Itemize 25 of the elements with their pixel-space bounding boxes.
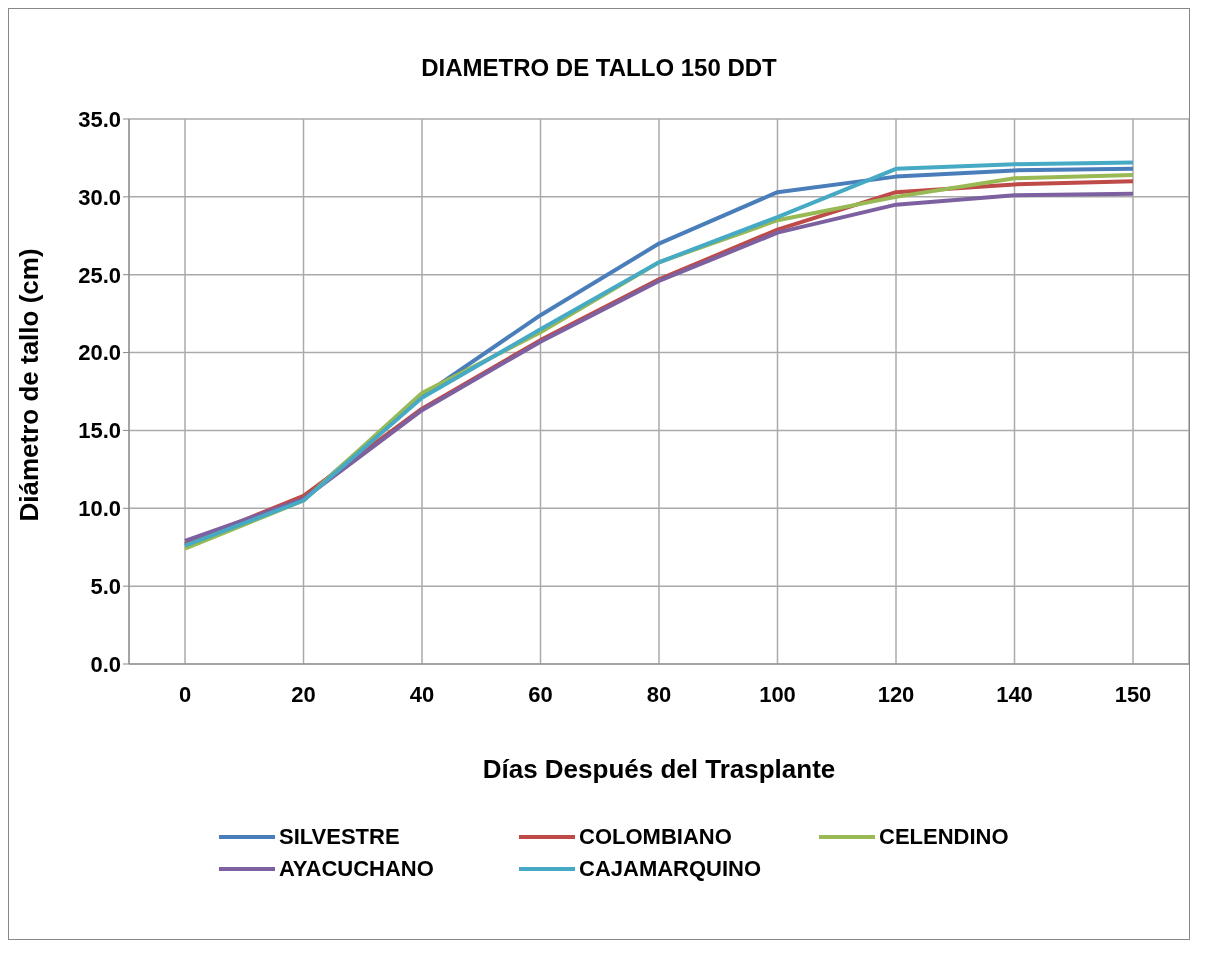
y-tick-label: 0.0 (90, 651, 121, 677)
y-tick-label: 20.0 (78, 340, 121, 366)
legend-label: COLOMBIANO (579, 824, 732, 850)
x-tick-label: 140 (996, 681, 1033, 707)
x-tick-label: 100 (759, 681, 796, 707)
y-tick-label: 25.0 (78, 262, 121, 288)
legend-label: AYACUCHANO (279, 856, 434, 882)
legend-label: CELENDINO (879, 824, 1009, 850)
x-tick-label: 20 (291, 681, 316, 707)
x-axis-title: Días Después del Trasplante (481, 753, 837, 786)
y-tick-label: 15.0 (78, 418, 121, 444)
x-tick-label: 60 (528, 681, 553, 707)
y-tick-label: 10.0 (78, 496, 121, 522)
x-tick-label: 80 (646, 681, 672, 707)
x-tick-label: 0 (178, 681, 192, 707)
y-tick-label: 30.0 (78, 184, 121, 210)
x-tick-label: 120 (877, 681, 915, 707)
legend-label: SILVESTRE (279, 824, 400, 850)
x-tick-label: 150 (1114, 681, 1152, 707)
y-tick-label: 5.0 (90, 573, 121, 599)
y-axis-title: Diámetro de tallo (cm) (14, 248, 45, 522)
x-tick-label: 40 (409, 681, 435, 707)
legend-label: CAJAMARQUINO (579, 856, 762, 882)
chart-title: DIAMETRO DE TALLO 150 DDT (420, 54, 778, 83)
y-tick-label: 35.0 (78, 106, 121, 132)
